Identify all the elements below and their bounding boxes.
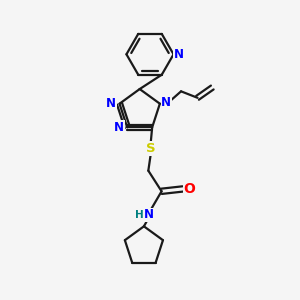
Text: N: N: [106, 97, 116, 110]
Text: N: N: [174, 48, 184, 61]
Text: N: N: [114, 121, 124, 134]
Text: H: H: [135, 210, 144, 220]
Text: O: O: [183, 182, 195, 196]
Text: N: N: [161, 96, 171, 109]
Text: S: S: [146, 142, 155, 155]
Text: N: N: [144, 208, 154, 221]
